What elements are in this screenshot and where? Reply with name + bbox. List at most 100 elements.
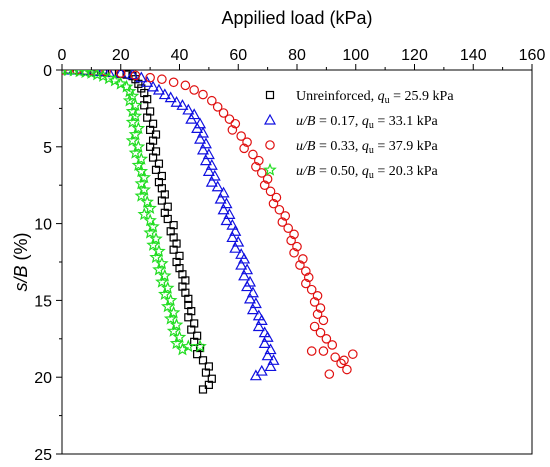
data-point-star bbox=[134, 151, 149, 165]
data-point-circle bbox=[309, 297, 320, 307]
data-point-triangle bbox=[202, 165, 215, 176]
data-point-triangle bbox=[217, 186, 230, 198]
data-point-square bbox=[140, 101, 149, 110]
data-point-star bbox=[137, 207, 152, 221]
data-point-circle bbox=[198, 89, 208, 100]
data-point-circle bbox=[224, 114, 235, 124]
data-point-star bbox=[128, 145, 143, 159]
data-point-triangle bbox=[194, 132, 207, 144]
data-point-star bbox=[131, 121, 146, 135]
data-point-circle bbox=[242, 137, 252, 147]
legend-label: u/B = 0.33, qu = 37.9 kPa bbox=[296, 139, 439, 156]
data-point-square bbox=[198, 356, 208, 365]
data-point-circle bbox=[271, 192, 282, 203]
data-point-triangle bbox=[255, 364, 268, 376]
data-point-star bbox=[169, 336, 184, 350]
data-point-triangle bbox=[191, 122, 204, 133]
legend-label-part: Unreinforced, bbox=[296, 89, 378, 104]
data-point-circle bbox=[256, 168, 267, 178]
data-point-square bbox=[143, 113, 152, 122]
data-point-triangle bbox=[267, 354, 280, 365]
data-point-triangle bbox=[243, 292, 257, 304]
data-point-star bbox=[166, 323, 181, 337]
data-point-square bbox=[190, 337, 199, 346]
data-point-circle bbox=[339, 355, 349, 366]
legend-label-subscript: u bbox=[369, 145, 374, 156]
data-point-square bbox=[184, 313, 193, 322]
x-tick-label: 20 bbox=[112, 47, 130, 64]
data-point-circle bbox=[189, 85, 199, 95]
x-tick-label: 0 bbox=[58, 47, 67, 64]
data-point-circle bbox=[309, 321, 320, 332]
data-point-star bbox=[134, 176, 149, 190]
legend-label-part: = 25.9 kPa bbox=[390, 89, 455, 104]
data-point-circle bbox=[230, 118, 241, 129]
data-point-circle bbox=[306, 346, 317, 356]
data-point-square bbox=[148, 153, 158, 162]
data-point-triangle bbox=[199, 154, 212, 166]
data-point-triangle bbox=[211, 180, 224, 192]
data-point-star bbox=[113, 76, 128, 90]
data-point-triangle bbox=[258, 337, 271, 349]
data-point-circle bbox=[286, 235, 296, 246]
data-point-circle bbox=[218, 108, 229, 118]
data-point-circle bbox=[315, 327, 326, 338]
data-point-triangle bbox=[261, 331, 274, 342]
data-point-circle bbox=[330, 352, 340, 363]
data-point-triangle bbox=[67, 70, 80, 75]
legend-label-part: u/B bbox=[296, 164, 316, 179]
legend-label-part: = 0.17, bbox=[315, 114, 361, 129]
data-point-square bbox=[146, 125, 155, 135]
data-point-star bbox=[63, 70, 73, 77]
data-point-triangle bbox=[152, 83, 165, 95]
data-point-triangle bbox=[246, 303, 259, 315]
data-point-star bbox=[137, 182, 152, 196]
data-point-circle bbox=[145, 72, 155, 83]
data-point-triangle bbox=[241, 263, 254, 275]
data-point-circle bbox=[301, 278, 311, 289]
data-point-circle bbox=[295, 260, 305, 270]
data-point-circle bbox=[254, 155, 264, 166]
data-point-star bbox=[160, 299, 175, 313]
data-point-star bbox=[149, 250, 163, 264]
data-point-square bbox=[151, 165, 161, 174]
data-point-star bbox=[96, 70, 110, 82]
data-point-triangle bbox=[249, 369, 262, 381]
data-point-triangle bbox=[220, 214, 233, 226]
data-point-star bbox=[125, 115, 140, 128]
data-point-circle bbox=[180, 80, 191, 91]
data-point-triangle bbox=[246, 286, 259, 298]
data-point-triangle bbox=[249, 297, 262, 309]
data-point-circle bbox=[327, 340, 338, 350]
data-point-triangle bbox=[205, 175, 218, 187]
data-point-star bbox=[169, 317, 184, 331]
data-point-circle bbox=[62, 70, 67, 75]
data-point-square bbox=[163, 214, 172, 224]
series-star-points bbox=[62, 70, 207, 356]
data-point-star bbox=[155, 256, 169, 270]
legend-marker-triangle bbox=[263, 113, 277, 125]
data-point-circle bbox=[277, 217, 288, 227]
data-point-circle bbox=[274, 204, 285, 215]
legend-label-part: = 33.1 kPa bbox=[374, 114, 439, 129]
data-point-circle bbox=[265, 186, 276, 197]
data-point-circle bbox=[312, 309, 323, 320]
data-point-star bbox=[108, 73, 122, 87]
data-point-triangle bbox=[208, 169, 221, 181]
legend-label: u/B = 0.50, qu = 20.3 kPa bbox=[296, 164, 439, 181]
data-point-star bbox=[152, 244, 166, 258]
data-point-triangle bbox=[229, 225, 242, 236]
data-point-star bbox=[128, 98, 143, 112]
data-point-star bbox=[166, 305, 181, 319]
data-point-circle bbox=[289, 229, 299, 240]
x-tick-label: 60 bbox=[229, 47, 247, 64]
legend-marker-circle bbox=[265, 140, 275, 150]
data-point-triangle bbox=[170, 96, 183, 107]
data-point-triangle bbox=[223, 208, 236, 219]
data-point-star bbox=[155, 274, 169, 288]
legend-label-part: = 0.50, bbox=[315, 164, 361, 179]
data-point-square bbox=[204, 380, 213, 389]
legend-label-part: = 0.33, bbox=[315, 139, 361, 154]
data-point-square bbox=[187, 325, 196, 334]
data-point-circle bbox=[318, 346, 329, 356]
